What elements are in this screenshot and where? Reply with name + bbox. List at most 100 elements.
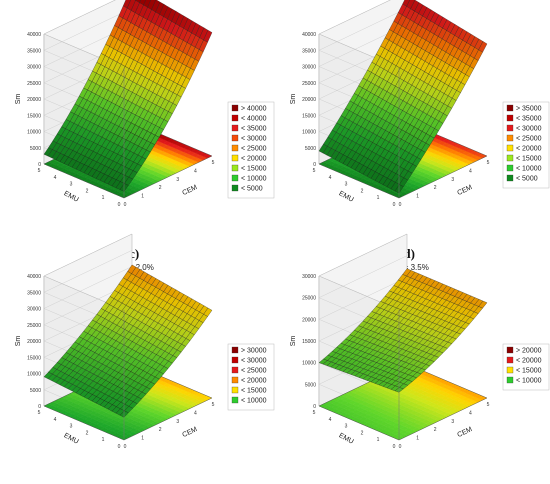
z-axis-label: Sm [290, 336, 297, 347]
x-tick-label: 0 [124, 202, 127, 208]
x-tick-label: 4 [194, 168, 197, 174]
y-tick-label: 4 [54, 175, 57, 181]
legend: > 20000 < 20000 < 15000 < 10000 [502, 343, 550, 391]
z-tick-label: 30000 [302, 65, 316, 71]
x-tick-label: 2 [434, 185, 437, 191]
wall-gridline [43, 233, 133, 311]
legend-label: < 30000 [516, 126, 542, 133]
z-tick-label: 25000 [27, 81, 41, 87]
legend-swatch [231, 164, 239, 172]
legend-label: < 25000 [516, 136, 542, 143]
x-tick-label: 0 [399, 202, 402, 208]
legend-swatch [231, 396, 239, 404]
legend: > 30000 < 30000 < 25000 < 20000 < 15000 < 100… [227, 343, 275, 411]
legend-label: > 40000 [241, 106, 267, 113]
y-tick-label: 3 [70, 182, 73, 188]
y-tick-label: 3 [70, 424, 73, 430]
legend-label: < 5000 [241, 186, 263, 193]
z-tick-label: 15000 [27, 355, 41, 361]
x-tick-label: 4 [469, 168, 472, 174]
legend-label: < 30000 [241, 136, 267, 143]
legend-label: < 20000 [516, 146, 542, 153]
legend-label: < 15000 [516, 156, 542, 163]
legend-label: < 15000 [241, 166, 267, 173]
x-tick-label: 4 [469, 410, 472, 416]
z-tick-label: 20000 [302, 97, 316, 103]
y-axis-label: EMU [338, 432, 355, 445]
legend-label: < 15000 [241, 388, 267, 395]
chart-panel-c: (c)RPP = 2.0%050001000015000200002500030… [4, 233, 275, 480]
legend-label: < 20000 [241, 378, 267, 385]
chart-svg-d: (d)RPP = 3.5%050001000015000200002500030… [290, 233, 550, 450]
z-tick-label: 10000 [27, 372, 41, 378]
x-tick-label: 3 [176, 177, 179, 183]
x-tick-label: 2 [434, 427, 437, 433]
y-tick-label: 5 [38, 410, 41, 416]
z-tick-label: 25000 [302, 296, 316, 302]
surface-mesh [318, 0, 488, 194]
y-tick-label: 0 [118, 444, 121, 450]
legend-label: > 35000 [516, 106, 542, 113]
z-tick-label: 0 [313, 162, 316, 168]
x-tick-label: 3 [451, 419, 454, 425]
x-tick-label: 1 [141, 436, 144, 442]
x-axis-label: CEM [456, 184, 473, 197]
y-tick-label: 4 [54, 417, 57, 423]
x-tick-label: 5 [487, 402, 490, 408]
x-tick-label: 3 [176, 419, 179, 425]
z-axis-label: Sm [15, 336, 22, 347]
z-tick-label: 0 [313, 404, 316, 410]
legend-swatch [506, 366, 514, 374]
legend-swatch [231, 114, 239, 122]
legend-swatch [231, 144, 239, 152]
legend-label: < 10000 [241, 176, 267, 183]
x-tick-label: 5 [212, 402, 215, 408]
legend-label: < 20000 [516, 358, 542, 365]
legend: > 35000 < 35000 < 30000 < 25000 < 20000 < 150… [502, 101, 550, 189]
legend-label: < 10000 [516, 378, 542, 385]
legend-swatch [231, 134, 239, 142]
legend-swatch [506, 144, 514, 152]
y-tick-label: 5 [38, 168, 41, 174]
y-axis-label: EMU [338, 190, 355, 203]
legend-label: < 30000 [241, 358, 267, 365]
y-axis-label: EMU [63, 432, 80, 445]
y-tick-label: 0 [393, 202, 396, 208]
y-tick-label: 0 [118, 202, 121, 208]
x-tick-label: 2 [159, 427, 162, 433]
z-tick-label: 25000 [302, 81, 316, 87]
legend-label: < 25000 [241, 146, 267, 153]
legend-swatch [506, 356, 514, 364]
y-tick-label: 0 [393, 444, 396, 450]
z-tick-label: 10000 [27, 130, 41, 136]
x-tick-label: 1 [416, 436, 419, 442]
wall-gridline [318, 233, 408, 311]
legend-swatch [506, 164, 514, 172]
y-tick-label: 2 [86, 430, 89, 436]
legend-swatch [506, 134, 514, 142]
z-tick-label: 30000 [27, 307, 41, 313]
x-axis-label: CEM [456, 426, 473, 439]
x-tick-label: 1 [141, 194, 144, 200]
z-tick-label: 20000 [27, 339, 41, 345]
z-tick-label: 5000 [305, 146, 316, 152]
y-tick-label: 4 [329, 417, 332, 423]
legend-swatch [231, 154, 239, 162]
y-tick-label: 2 [86, 188, 89, 194]
z-axis-label: Sm [15, 94, 22, 105]
legend-swatch [231, 346, 239, 354]
z-tick-label: 5000 [30, 388, 41, 394]
x-tick-label: 3 [451, 177, 454, 183]
z-tick-label: 10000 [302, 361, 316, 367]
y-tick-label: 5 [313, 168, 316, 174]
legend-swatch [231, 356, 239, 364]
legend-swatch [506, 104, 514, 112]
x-tick-label: 2 [159, 185, 162, 191]
z-tick-label: 10000 [302, 130, 316, 136]
legend-swatch [506, 114, 514, 122]
chart-svg-b: (b)RPP = 0.5%050001000015000200002500030… [290, 0, 550, 208]
z-tick-label: 40000 [27, 32, 41, 38]
x-tick-label: 5 [487, 160, 490, 166]
legend-label: < 40000 [241, 116, 267, 123]
z-tick-label: 0 [38, 162, 41, 168]
